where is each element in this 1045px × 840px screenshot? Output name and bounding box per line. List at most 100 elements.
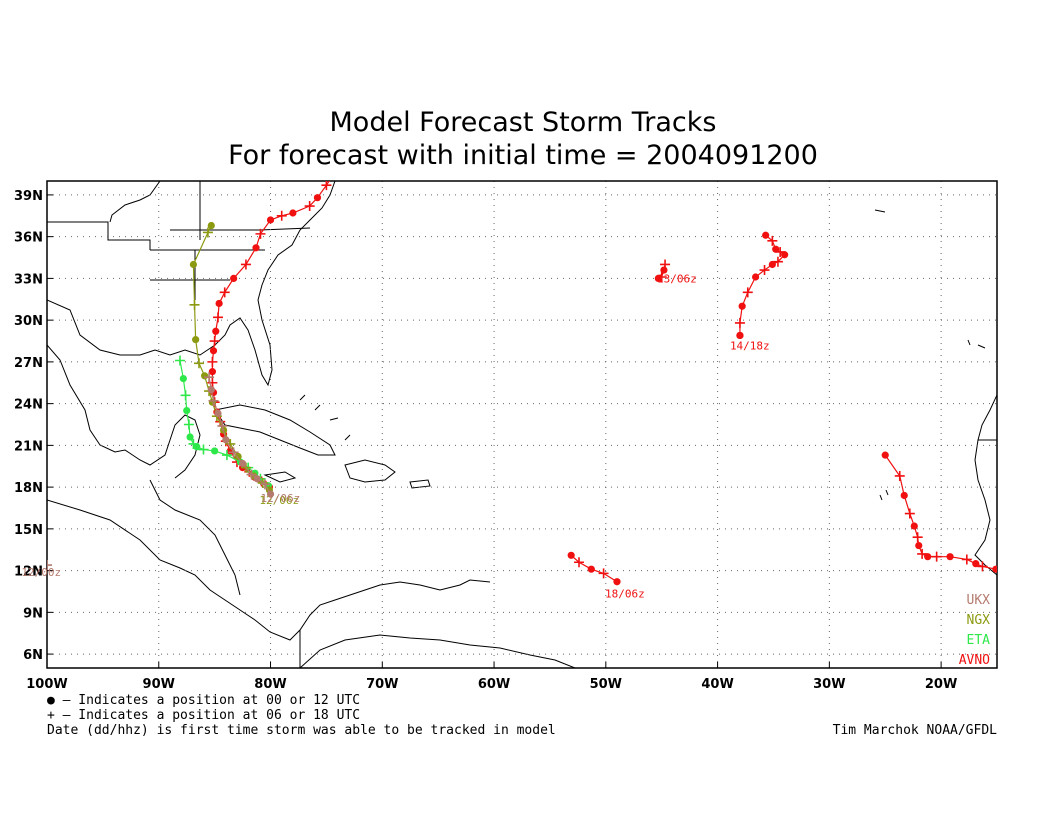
track-point-intermediate xyxy=(198,444,209,455)
track-point-synoptic xyxy=(200,372,209,380)
track-point-synoptic xyxy=(781,251,789,259)
chart-title-line2: For forecast with initial time = 2004091… xyxy=(228,140,818,171)
y-tick-label: 12N xyxy=(14,565,43,580)
y-tick-label: 30N xyxy=(14,314,43,329)
track-point-intermediate xyxy=(1003,567,1013,577)
track-point-synoptic xyxy=(266,490,275,498)
track-point-intermediate xyxy=(188,438,199,449)
track-point-synoptic xyxy=(772,245,780,253)
track-point-intermediate xyxy=(219,287,230,298)
plot-frame xyxy=(46,180,998,669)
y-tick-label: 39N xyxy=(14,189,43,204)
track-point-synoptic xyxy=(736,331,744,340)
track-point-synoptic xyxy=(208,368,217,376)
track-point-intermediate xyxy=(221,450,232,461)
track-point-intermediate xyxy=(217,420,228,431)
track-point-synoptic xyxy=(28,545,35,552)
note-date-meaning: Date (dd/hhz) is first time storm was ab… xyxy=(47,723,556,738)
track-point-intermediate xyxy=(175,355,185,366)
track-point-synoptic xyxy=(252,244,260,252)
x-tick-label: 20W xyxy=(925,677,957,692)
legend-avno: AVNO xyxy=(959,653,990,668)
x-tick-label: 80W xyxy=(254,677,286,692)
track-point-synoptic xyxy=(768,260,776,269)
track-point-intermediate xyxy=(894,470,905,481)
track-point-synoptic xyxy=(189,260,198,269)
track-point-synoptic xyxy=(289,209,297,217)
track-point-synoptic xyxy=(183,406,191,415)
track-ukx xyxy=(204,372,275,498)
x-axis-ticks: 100W 90W 80W 70W 60W 50W 40W 30W 20W xyxy=(26,662,957,692)
track-date-label: 13/06z xyxy=(657,272,697,285)
track-point-synoptic xyxy=(214,409,222,417)
legend-eta: ETA xyxy=(967,633,991,648)
track-point-intermediate xyxy=(574,557,584,568)
x-tick-label: 40W xyxy=(701,677,733,692)
legend-ukx: UKX xyxy=(967,593,991,608)
track-point-intermediate xyxy=(202,227,213,238)
track-point-intermediate xyxy=(240,259,251,270)
note-dot-meaning: ● — Indicates a position at 00 or 12 UTC xyxy=(47,693,360,708)
track-point-synoptic xyxy=(613,578,621,586)
track-point-synoptic xyxy=(910,522,918,530)
track-point-synoptic xyxy=(915,541,923,550)
track-point-synoptic xyxy=(900,491,908,500)
track-point-intermediate xyxy=(213,312,223,323)
track-line xyxy=(884,454,997,571)
y-axis-ticks: 39N 36N 33N 30N 27N 24N 21N 18N 15N 12N 9N 6N xyxy=(14,189,53,663)
track-point-intermediate xyxy=(189,299,200,310)
track-point-intermediate xyxy=(259,479,270,490)
grid-lines xyxy=(47,181,997,668)
legend: UKX NGX ETA AVNO xyxy=(959,593,990,668)
track-point-intermediate xyxy=(209,336,220,347)
x-tick-label: 100W xyxy=(26,677,67,692)
y-tick-label: 33N xyxy=(14,272,43,287)
track-point-intermediate xyxy=(276,210,287,221)
track-point-intermediate xyxy=(183,419,194,430)
track-point-intermediate xyxy=(207,356,218,367)
track-point-synoptic xyxy=(881,451,889,459)
track-point-intermediate xyxy=(767,235,778,246)
track-avno xyxy=(567,551,621,586)
chart-title-line1: Model Forecast Storm Tracks xyxy=(330,107,717,138)
track-point-synoptic xyxy=(193,443,201,451)
track-point-intermediate xyxy=(977,561,988,572)
track-point-synoptic xyxy=(751,273,760,281)
track-point-synoptic xyxy=(972,560,980,568)
track-point-intermediate xyxy=(246,469,257,480)
track-point-synoptic xyxy=(230,274,238,282)
track-point-intermediate xyxy=(208,395,219,406)
track-point-synoptic xyxy=(192,336,200,344)
x-tick-label: 60W xyxy=(478,677,510,692)
track-point-intermediate xyxy=(961,554,972,565)
track-point-synoptic xyxy=(313,194,322,202)
track-point-intermediate xyxy=(47,560,52,571)
track-point-synoptic xyxy=(207,386,215,394)
y-tick-label: 36N xyxy=(14,231,43,246)
track-date-label: 12/06z xyxy=(261,492,301,505)
track-point-synoptic xyxy=(212,327,220,335)
track-line xyxy=(208,377,272,495)
track-point-intermediate xyxy=(207,377,218,388)
track-point-intermediate xyxy=(742,287,753,298)
y-tick-label: 24N xyxy=(14,398,43,413)
track-point-synoptic xyxy=(238,459,247,468)
track-point-intermediate xyxy=(904,508,915,519)
track-point-synoptic xyxy=(924,553,932,561)
x-tick-label: 90W xyxy=(143,677,175,692)
y-tick-label: 15N xyxy=(14,523,43,538)
track-point-synoptic xyxy=(587,565,595,573)
y-tick-label: 18N xyxy=(14,481,43,496)
x-tick-label: 50W xyxy=(590,677,622,692)
y-tick-label: 6N xyxy=(23,648,43,663)
track-point-synoptic xyxy=(253,475,261,483)
track-point-intermediate xyxy=(931,551,942,562)
track-point-synoptic xyxy=(222,436,230,444)
track-point-intermediate xyxy=(912,532,923,543)
track-date-label: 18/06z xyxy=(605,588,645,601)
track-point-intermediate xyxy=(304,201,315,212)
y-tick-label: 27N xyxy=(14,356,43,371)
track-point-synoptic xyxy=(211,447,219,455)
